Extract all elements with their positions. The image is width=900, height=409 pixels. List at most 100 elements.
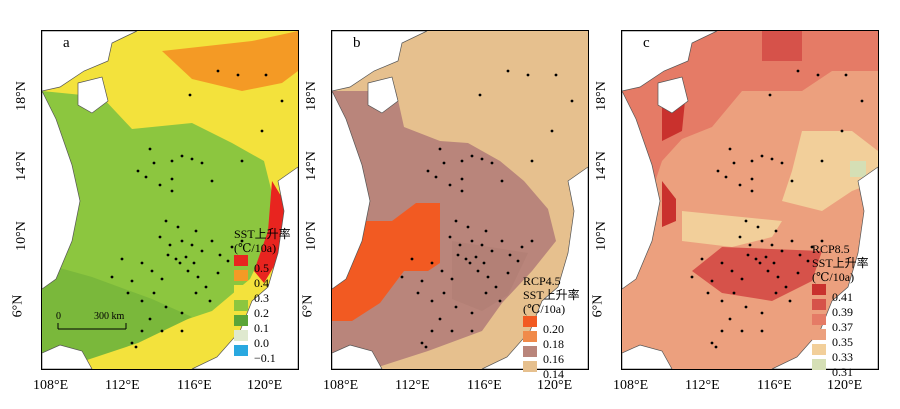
sst-darkred-zone-coast (662, 91, 686, 227)
x-tick-label: 108°E (613, 378, 649, 393)
legend-row: 0.5 (234, 255, 291, 275)
legend-swatch (812, 344, 826, 355)
legend-value: 0.1 (254, 321, 269, 335)
legend-row: 0.31 (812, 359, 869, 379)
sst-green-cell (850, 161, 866, 177)
legend-a: SST上升率 (℃/10a) 0.5 0.4 0.3 0.2 0.1 0.0 −0.1 (234, 227, 291, 365)
legend-row: 0.1 (234, 315, 291, 335)
x-tick-label: 120°E (827, 378, 863, 393)
sst-red-zone-north (622, 31, 878, 201)
legend-swatch (812, 314, 826, 325)
legend-swatch (234, 285, 248, 296)
y-tick-label: 14°N (303, 151, 319, 181)
legend-swatch (234, 315, 248, 326)
legend-swatch (812, 299, 826, 310)
legend-row: 0.37 (812, 314, 869, 334)
legend-value: 0.16 (543, 352, 564, 366)
land-hainan-b (367, 76, 399, 114)
legend-swatch (523, 346, 537, 357)
panel-letter-b: b (353, 35, 361, 51)
legend-swatch (523, 316, 537, 327)
x-tick-label: 116°E (177, 378, 212, 393)
land-china-c (622, 31, 718, 92)
legend-c: RCP8.5 SST上升率 (℃/10a) 0.41 0.39 0.37 0.35 0.… (812, 242, 869, 379)
legend-swatch (234, 300, 248, 311)
sst-red-zone (254, 181, 290, 283)
legend-b-title-line1: RCP4.5 (523, 274, 561, 288)
legend-row: 0.3 (234, 285, 291, 305)
legend-row: 0.0 (234, 330, 291, 350)
legend-value: 0.3 (254, 291, 269, 305)
x-tick-label: 120°E (247, 378, 283, 393)
land-malaysia-c (622, 344, 673, 369)
land-vietnam-a (42, 90, 81, 290)
land-borneo-philippines-b (481, 166, 588, 369)
scale-bar-start-label: 0 (56, 311, 61, 322)
y-tick-label: 18°N (13, 81, 29, 111)
legend-value: 0.39 (832, 305, 853, 319)
legend-row: 0.33 (812, 344, 869, 364)
legend-value: 0.2 (254, 306, 269, 320)
panel-c: c (621, 30, 879, 370)
land-vietnam-b (332, 90, 371, 290)
legend-c-title-line3: (℃/10a) (812, 270, 855, 284)
legend-value: −0.1 (254, 351, 276, 365)
legend-a-title-line1: SST上升率 (234, 227, 291, 241)
y-tick-label: 6°N (590, 294, 606, 318)
x-tick-label: 120°E (537, 378, 573, 393)
legend-value: 0.31 (832, 365, 853, 379)
legend-swatch (523, 361, 537, 372)
land-hainan-c (657, 76, 689, 114)
sst-red-zone-top (762, 31, 802, 61)
legend-b-title-line2: SST上升率 (523, 288, 580, 302)
legend-row: 0.18 (523, 331, 580, 351)
legend-row: 0.4 (234, 270, 291, 290)
y-tick-label: 10°N (13, 221, 29, 251)
legend-swatch (812, 329, 826, 340)
legend-value: 0.4 (254, 276, 269, 290)
x-tick-label: 116°E (757, 378, 792, 393)
land-vietnam-c (622, 90, 661, 290)
x-tick-label: 112°E (685, 378, 720, 393)
legend-row: 0.41 (812, 284, 869, 304)
legend-value: 0.41 (832, 290, 853, 304)
legend-swatch (234, 345, 248, 356)
legend-value: 0.5 (254, 261, 269, 275)
legend-c-title-line2: SST上升率 (812, 256, 869, 270)
y-tick-label: 18°N (303, 81, 319, 111)
panel-b: b (331, 30, 589, 370)
legend-swatch (234, 255, 248, 266)
station-dots-a (110, 69, 284, 349)
land-malaysia-b (332, 344, 383, 369)
y-tick-label: 14°N (13, 151, 29, 181)
land-borneo-philippines-a (191, 166, 298, 369)
legend-swatch (812, 359, 826, 370)
legend-c-title-line1: RCP8.5 (812, 242, 850, 256)
legend-swatch (523, 331, 537, 342)
legend-row: 0.2 (234, 300, 291, 320)
legend-row: 0.20 (523, 316, 580, 336)
sst-orange-zone (162, 31, 298, 91)
sst-cream-zone (782, 131, 878, 211)
sst-green-zone-dark (42, 263, 192, 369)
land-hainan-a (77, 76, 109, 114)
y-tick-label: 10°N (303, 221, 319, 251)
legend-swatch (234, 270, 248, 281)
y-tick-label: 18°N (593, 81, 609, 111)
scale-bar-end-label: 300 km (94, 311, 125, 322)
legend-a-title-line2: (℃/10a) (234, 241, 277, 255)
legend-b-title-line3: (℃/10a) (523, 302, 566, 316)
station-dots-b (400, 69, 574, 349)
legend-row: 0.39 (812, 299, 869, 319)
x-tick-label: 112°E (105, 378, 140, 393)
y-tick-label: 6°N (10, 294, 26, 318)
legend-b-rows: 0.20 0.18 0.16 0.14 (523, 316, 580, 381)
legend-value: 0.0 (254, 336, 269, 350)
y-tick-label: 6°N (300, 294, 316, 318)
land-malaysia-a (42, 344, 93, 369)
map-b (332, 31, 588, 369)
panel-a: a 0 300 km (41, 30, 299, 370)
legend-row: 0.16 (523, 346, 580, 366)
legend-value: 0.33 (832, 350, 853, 364)
legend-a-rows: 0.5 0.4 0.3 0.2 0.1 0.0 −0.1 (234, 255, 291, 365)
